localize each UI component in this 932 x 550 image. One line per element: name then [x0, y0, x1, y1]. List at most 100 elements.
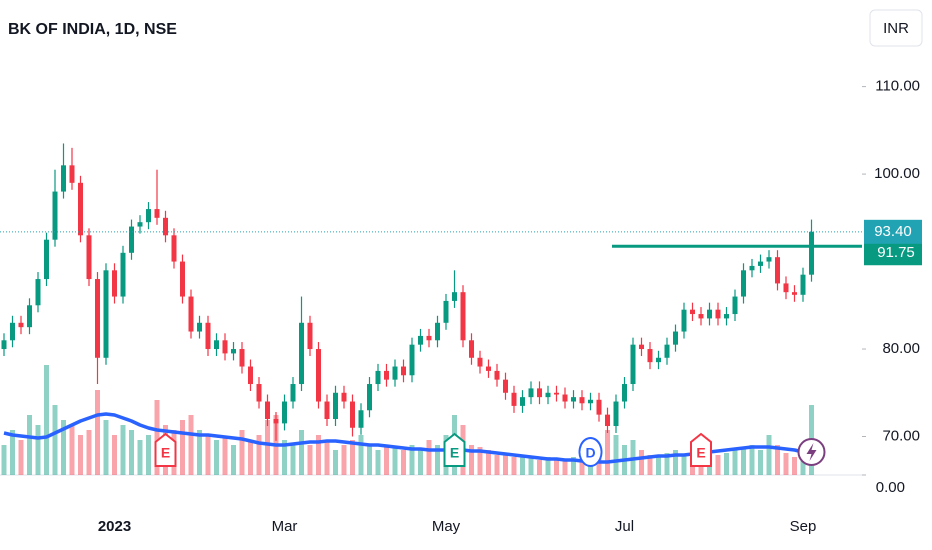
volume-bar [392, 447, 398, 475]
volume-bar [214, 440, 219, 475]
volume-bar [775, 445, 780, 475]
candle-body [231, 349, 236, 354]
volume-bar [783, 453, 789, 475]
candle-body [103, 270, 109, 358]
x-tick-label: May [432, 518, 461, 535]
volume-bar [358, 435, 364, 475]
volume-bar [409, 445, 415, 475]
candle-body [562, 394, 568, 402]
candle-body [732, 296, 738, 315]
candle-body [690, 309, 695, 315]
candle-body [163, 217, 168, 236]
last-price-label: 93.40 [874, 223, 912, 240]
volume-bar [537, 460, 542, 475]
candle-body [137, 222, 143, 227]
volume-bar [299, 430, 304, 475]
volume-bar [222, 437, 228, 475]
volume-bar [333, 450, 338, 475]
volume-bar [613, 435, 619, 475]
candle-body [681, 309, 687, 332]
candle-body [180, 261, 185, 297]
candle-body [27, 305, 32, 328]
horizontal-line-label-box [864, 241, 922, 266]
volume-bar [120, 425, 126, 475]
event-label: E [696, 445, 705, 461]
volume-bar [588, 460, 593, 475]
event-marker [578, 437, 603, 467]
volume-bar [545, 457, 551, 475]
y-tick-label: 100.00 [874, 165, 920, 182]
candle-body [511, 392, 517, 406]
candle-body [112, 270, 117, 297]
y-tick-label: 70.00 [882, 427, 920, 444]
volume-bar [528, 457, 534, 475]
volume-bar [571, 457, 576, 475]
candle-body [146, 209, 151, 223]
candle-body [154, 209, 160, 218]
volume-bar [639, 450, 644, 475]
candle-body [656, 357, 661, 363]
volume-bar [656, 457, 661, 475]
event-marker [154, 432, 177, 467]
candle-body [460, 292, 466, 341]
volume-bar [724, 453, 729, 475]
candle-body [545, 392, 551, 398]
volume-bar [766, 435, 772, 475]
volume-bar [384, 445, 389, 475]
volume-bar [265, 420, 270, 475]
volume-bar [10, 430, 15, 475]
candle-body [783, 283, 789, 293]
candle-body [69, 165, 75, 183]
candle-body [494, 370, 500, 380]
volume-bar [290, 445, 296, 475]
volume-bar [732, 450, 738, 475]
candle-body [248, 366, 253, 385]
volume-bar [188, 415, 194, 475]
volume-bar [664, 453, 670, 475]
volume-bar [231, 445, 236, 475]
candle-body [197, 322, 202, 332]
candle-body [52, 191, 58, 240]
candle-body [452, 292, 457, 301]
volume-bar [154, 400, 160, 475]
volume-bar [426, 440, 432, 475]
volume-bar [503, 453, 508, 475]
candle-body [486, 366, 491, 371]
volume-bar [341, 445, 347, 475]
candle-body [758, 261, 763, 266]
candle-body [698, 314, 704, 319]
volume-bar [350, 440, 355, 475]
candle-body [809, 231, 814, 275]
volume-bar [44, 365, 49, 475]
candle-body [205, 322, 211, 350]
volume-bar [647, 455, 653, 475]
candle-body [775, 257, 780, 284]
volume-bar [792, 457, 797, 475]
volume-bar [401, 450, 406, 475]
candle-body [273, 419, 279, 424]
candle-body [324, 401, 330, 420]
candle-body [333, 392, 338, 420]
volume-bar [681, 455, 687, 475]
currency-label[interactable]: INR [883, 20, 909, 37]
candle-body [630, 344, 636, 385]
candle-body [426, 335, 432, 341]
currency-button[interactable] [869, 9, 923, 47]
volume-bar [605, 430, 610, 475]
x-tick-label: Jul [615, 518, 634, 535]
volume-bar [35, 425, 41, 475]
volume-bar [239, 430, 245, 475]
candle-body [384, 370, 389, 380]
volume-bar [27, 415, 32, 475]
candle-body [214, 340, 219, 350]
event-marker [690, 432, 712, 467]
volume-bar [307, 445, 313, 475]
candle-body [418, 335, 423, 345]
candle-body [647, 349, 653, 363]
volume-bar [18, 440, 24, 475]
volume-bar [1, 445, 7, 475]
volume-bar [673, 450, 678, 475]
candle-body [239, 349, 245, 367]
volume-bar [418, 450, 423, 475]
volume-bar [375, 450, 381, 475]
